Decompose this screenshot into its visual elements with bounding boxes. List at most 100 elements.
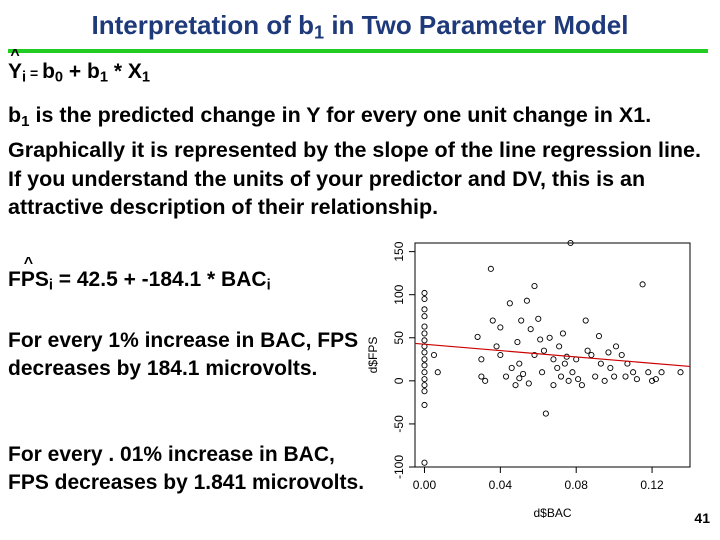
data-points [421, 239, 684, 466]
fitted-equation: ^ FPSi = 42.5 + -184.1 * BACi [8, 256, 271, 294]
data-point [421, 356, 428, 363]
data-point [421, 376, 428, 383]
data-point [421, 369, 428, 376]
equals-sign: = [26, 65, 43, 81]
fps-hat: ^ FPS [8, 256, 49, 292]
data-point [578, 382, 585, 389]
data-point [550, 382, 557, 389]
data-point [421, 313, 428, 320]
data-point [561, 360, 568, 367]
x-tick-label: 0.08 [565, 478, 589, 492]
data-point [489, 317, 496, 324]
data-point [559, 330, 566, 337]
data-point [520, 370, 527, 378]
data-point [525, 380, 532, 387]
data-point [546, 334, 553, 341]
scatter-plot: 0.00 0.04 0.08 0.12 -100 -50 0 50 100 150 d$BAC d… [366, 239, 691, 520]
description-b-subscript: 1 [21, 112, 30, 130]
regression-line [414, 342, 691, 368]
data-point [523, 297, 530, 304]
data-point [622, 373, 629, 380]
note-hundredth-percent: For every . 01% increase in BAC, FPS dec… [8, 443, 365, 494]
times-x: * X [108, 60, 142, 83]
description-b-label: b [8, 103, 22, 127]
data-point [421, 295, 428, 303]
bac-subscript: i [266, 277, 271, 294]
data-point [597, 360, 604, 367]
y-tick-label: -100 [392, 455, 406, 479]
data-point [506, 300, 513, 307]
data-point [527, 326, 534, 333]
data-point [588, 351, 595, 359]
page-number: 41 [694, 510, 710, 526]
data-point [421, 337, 428, 344]
data-point [478, 356, 485, 363]
data-point [565, 377, 572, 384]
y-tick-label: 50 [392, 331, 406, 345]
data-point [502, 373, 510, 380]
data-point [531, 283, 538, 290]
y-subscript: i [22, 69, 27, 86]
data-point [421, 401, 428, 409]
data-point [512, 382, 519, 389]
x-tick-label: 0.00 [413, 478, 437, 492]
data-point [518, 317, 525, 324]
b1-subscript: 1 [99, 69, 109, 86]
data-point [430, 351, 438, 359]
data-point [630, 369, 637, 376]
y-symbol: Y [8, 60, 23, 83]
data-point [575, 376, 582, 383]
fps-subscript: i [48, 277, 53, 294]
data-point [645, 369, 652, 376]
title-divider [8, 49, 708, 53]
data-point [537, 336, 544, 343]
data-point [421, 459, 428, 466]
data-point [487, 265, 494, 272]
data-point [652, 376, 659, 383]
x-axis-label: d$BAC [533, 506, 571, 520]
hat-caret: ^ [10, 47, 20, 64]
data-point [633, 376, 640, 383]
data-point [658, 369, 665, 376]
axis-ticks: 0.00 0.04 0.08 0.12 -100 -50 0 50 100 150 [392, 241, 664, 492]
data-point [649, 377, 656, 384]
plus-sign: + [63, 60, 88, 83]
data-point [556, 343, 563, 350]
data-point [569, 369, 576, 376]
data-point [421, 362, 428, 369]
data-point [550, 356, 557, 363]
x-tick-label: 0.12 [640, 478, 664, 492]
x-tick-label: 0.04 [489, 478, 513, 492]
data-point [497, 351, 504, 359]
fitted-hat-caret: ^ [23, 255, 34, 272]
data-point [421, 330, 428, 337]
title-main: Interpretation of b [91, 10, 314, 40]
slide-title: Interpretation of b1 in Two Parameter Mo… [0, 10, 720, 44]
data-point [531, 351, 538, 359]
data-point [554, 364, 561, 371]
regression-line-group [414, 342, 691, 368]
data-point [618, 351, 625, 359]
fitted-rhs: = 42.5 + -184.1 * BAC [52, 268, 267, 291]
data-point [542, 410, 549, 417]
data-point [539, 369, 546, 376]
data-point [592, 373, 599, 380]
plot-frame [414, 242, 691, 468]
data-point [421, 382, 428, 389]
data-point [478, 373, 485, 380]
y-tick-label: 100 [392, 284, 406, 304]
data-point [516, 360, 523, 367]
model-equation: ^ Yi = b0 + b1 * X1 [8, 48, 151, 86]
data-point [607, 364, 614, 371]
x-subscript: 1 [141, 69, 151, 86]
data-point [639, 281, 646, 288]
data-point [421, 388, 428, 395]
data-point [434, 369, 441, 376]
y-tick-label: -50 [392, 415, 406, 433]
y-tick-label: 150 [392, 241, 406, 261]
y-tick-label: 0 [392, 377, 406, 384]
fps-symbol: FPS [8, 268, 49, 291]
plot-border [414, 242, 691, 468]
data-point [474, 333, 481, 340]
data-point [611, 373, 618, 380]
